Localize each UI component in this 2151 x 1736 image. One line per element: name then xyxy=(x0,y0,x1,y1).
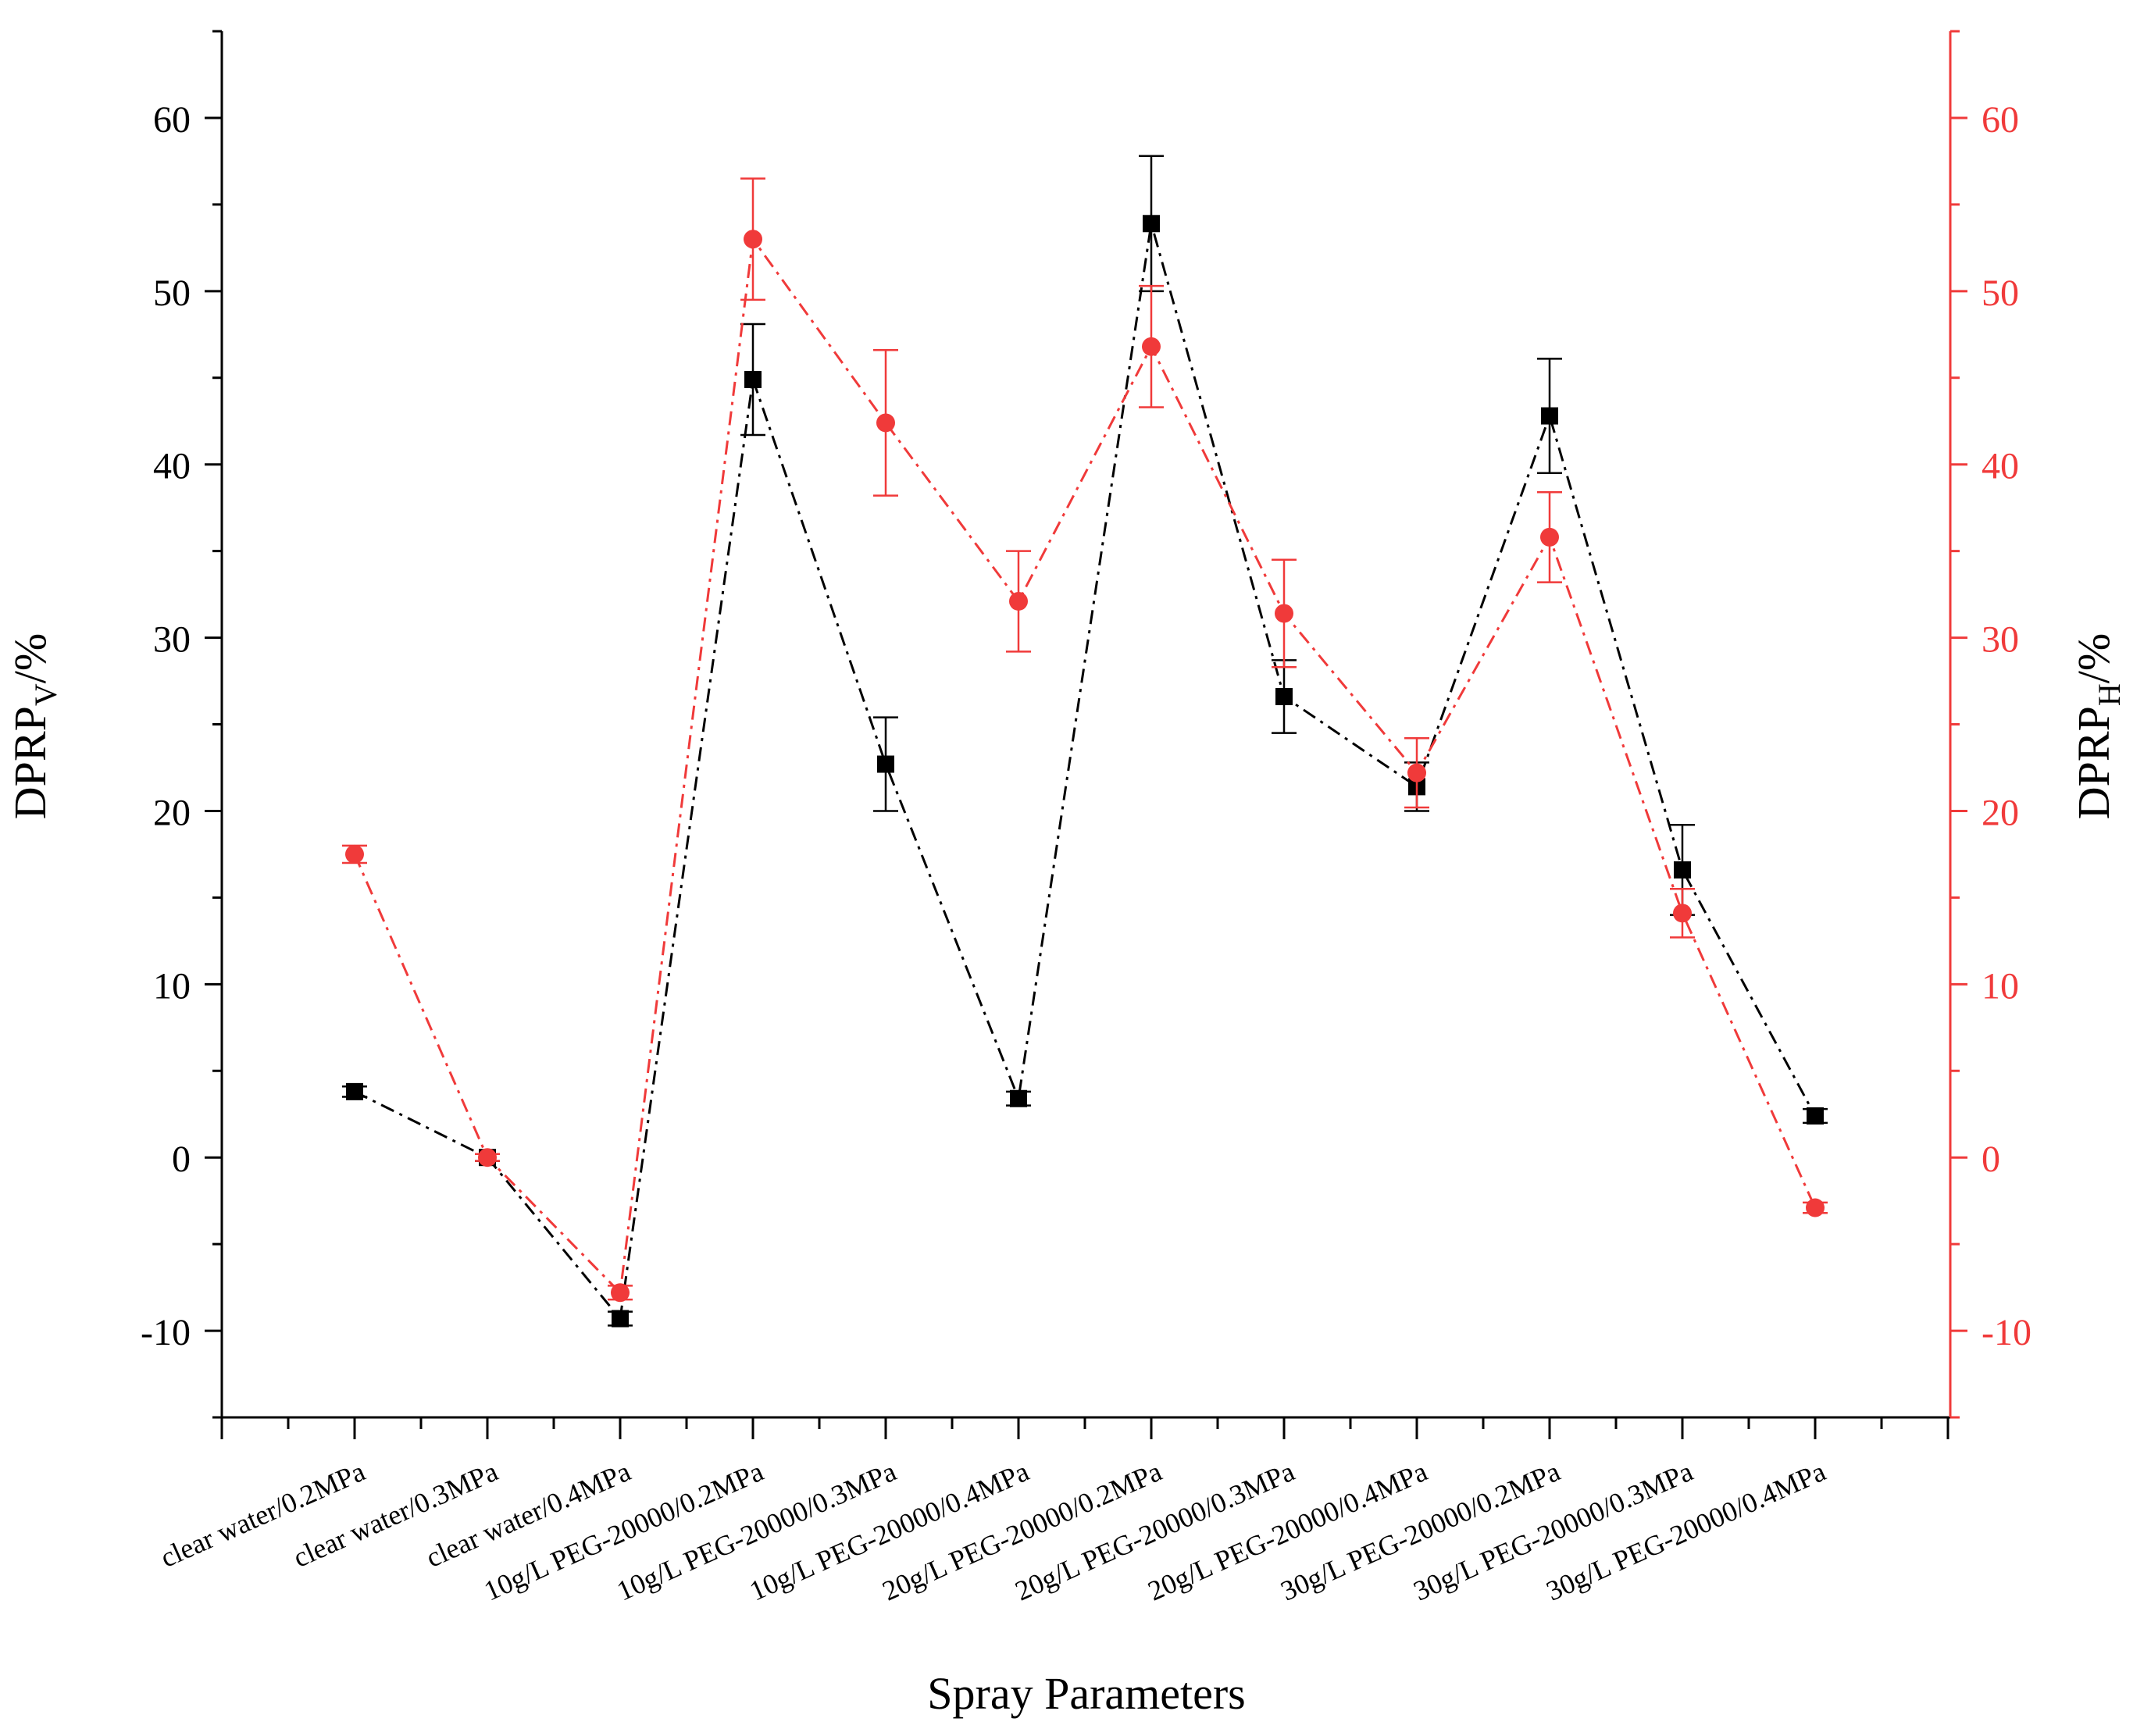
data-point-square xyxy=(1275,688,1293,705)
data-point-circle xyxy=(611,1283,630,1303)
y-right-tick-label: 20 xyxy=(1982,792,2019,833)
y-axis-left-title: DPRPV/% xyxy=(5,633,63,819)
data-point-square xyxy=(1541,407,1558,425)
y-right-tick-label: 40 xyxy=(1982,446,2019,487)
y-left-tick-label: 10 xyxy=(153,965,191,1007)
data-point-circle xyxy=(744,230,762,249)
y-left-tick-label: 0 xyxy=(172,1139,191,1180)
data-point-square xyxy=(877,755,894,773)
data-point-circle xyxy=(876,413,895,433)
data-point-circle xyxy=(1806,1198,1825,1217)
y-right-tick-label: 30 xyxy=(1982,619,2019,661)
y-left-tick-label: -10 xyxy=(141,1312,191,1353)
y-axis-right-title-suffix: /% xyxy=(2068,633,2119,683)
y-right-tick-label: 10 xyxy=(1982,965,2019,1007)
y-right-tick-label: -10 xyxy=(1982,1312,2032,1353)
y-axis-right-title-subscript: H xyxy=(2092,683,2127,706)
data-point-square xyxy=(1807,1107,1824,1125)
series-line xyxy=(353,236,1817,1296)
data-point-circle xyxy=(1275,604,1293,623)
data-point-circle xyxy=(478,1148,497,1167)
plot-area xyxy=(342,155,1828,1328)
y-axis-left-title-main: DPRP xyxy=(5,706,55,819)
data-point-circle xyxy=(1142,337,1161,356)
data-point-circle xyxy=(1407,763,1426,782)
data-point-square xyxy=(346,1082,363,1100)
x-axis-title: Spray Parameters xyxy=(927,1668,1245,1719)
data-point-circle xyxy=(1009,591,1028,611)
y-axis-right-title: DPRPH/% xyxy=(2068,633,2127,819)
y-axis-left-title-subscript: V xyxy=(28,683,63,706)
y-left-tick-label: 20 xyxy=(153,792,191,833)
y-right-tick-label: 0 xyxy=(1982,1139,2000,1180)
data-point-square xyxy=(1010,1089,1027,1107)
series-line xyxy=(354,223,1817,1322)
y-left-tick-label: 50 xyxy=(153,273,191,314)
y-left-tick-label: 60 xyxy=(153,99,191,141)
y-axis-left-title-suffix: /% xyxy=(5,633,55,683)
series-2 xyxy=(342,177,1828,1303)
y-right-tick-label: 60 xyxy=(1982,99,2019,141)
y-left-tick-label: 30 xyxy=(153,619,191,661)
y-left-tick-label: 40 xyxy=(153,446,191,487)
data-point-square xyxy=(744,370,762,388)
data-point-circle xyxy=(1673,904,1692,923)
data-point-circle xyxy=(345,844,364,864)
data-point-square xyxy=(1674,861,1691,879)
y-right-tick-label: 50 xyxy=(1982,273,2019,314)
y-axis-right-title-main: DPRP xyxy=(2068,706,2119,819)
data-point-circle xyxy=(1540,527,1559,547)
data-point-square xyxy=(612,1310,629,1328)
data-point-square xyxy=(1143,215,1160,233)
